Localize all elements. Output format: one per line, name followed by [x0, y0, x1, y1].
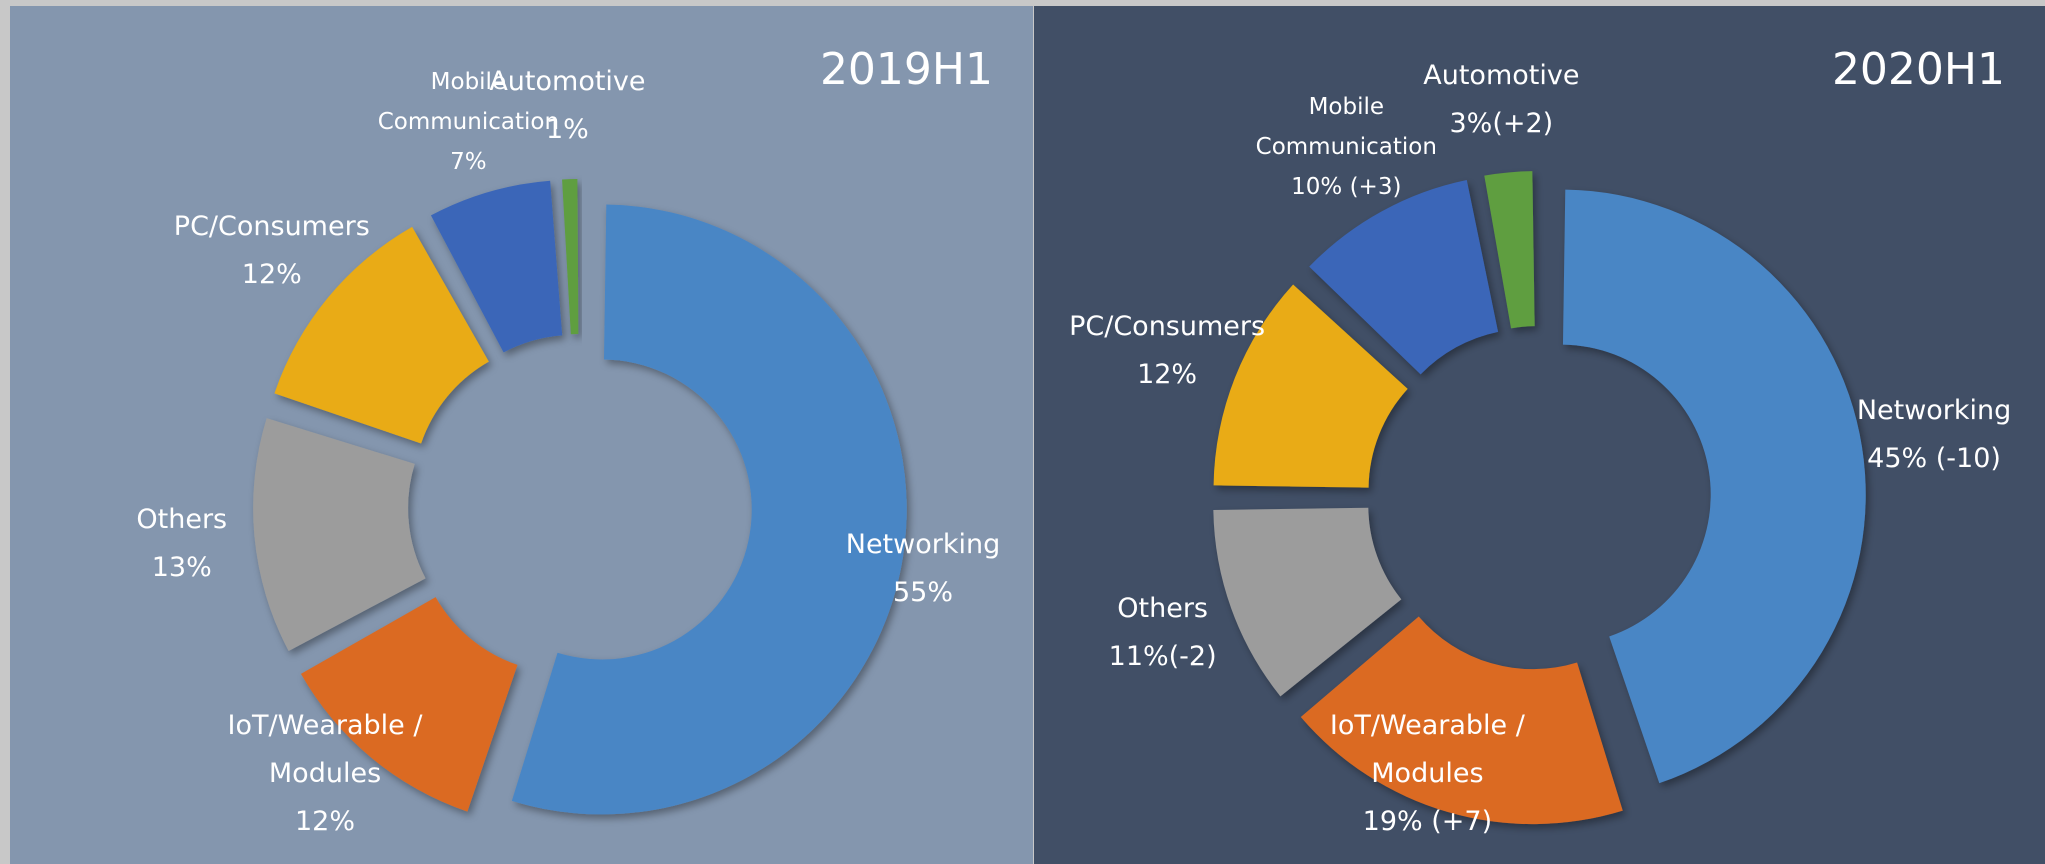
- segment-label: PC/Consumers 12%: [1069, 303, 1265, 399]
- segment-label: Networking 55%: [846, 521, 1001, 617]
- donut-segment: [562, 179, 579, 335]
- segment-label: Automotive 1%: [489, 58, 645, 154]
- category-name: PC/Consumers: [173, 211, 370, 243]
- segment-label: Others 13%: [136, 496, 227, 592]
- segment-label: IoT/Wearable / Modules 19% (+7): [1327, 702, 1527, 846]
- value-label: 11%(-2): [1108, 641, 1217, 673]
- donut-segment: [1562, 189, 1866, 784]
- donut-segment: [1309, 180, 1499, 375]
- donut-segment: [1484, 171, 1535, 329]
- value-label: 19% (+7): [1362, 806, 1493, 837]
- value-label: 1%: [546, 114, 589, 146]
- segment-label: Automotive 3%(+2): [1423, 52, 1579, 148]
- value-label: 7%: [450, 148, 487, 175]
- value-label: 12%: [295, 806, 356, 837]
- segment-label: PC/Consumers 12%: [174, 203, 370, 299]
- category-name: Automotive: [489, 66, 646, 98]
- category-name: Networking: [1856, 395, 2012, 427]
- segment-label: Mobile Communication 7%: [368, 62, 568, 182]
- value-label: 55%: [892, 576, 953, 608]
- donut-segment: [1213, 507, 1402, 697]
- donut-segment: [430, 180, 563, 353]
- donut-segment: [274, 226, 489, 444]
- segment-label: Networking 45% (-10): [1857, 387, 2012, 483]
- chart: [253, 179, 907, 815]
- category-name: IoT/Wearable / Modules: [227, 710, 423, 789]
- donut-segment: [511, 204, 907, 815]
- value-label: 12%: [1137, 358, 1198, 390]
- category-name: Others: [136, 503, 228, 535]
- category-name: IoT/Wearable / Modules: [1329, 710, 1525, 789]
- donut-segment: [1213, 284, 1408, 488]
- category-name: Mobile Communication: [1255, 94, 1437, 161]
- segment-label: IoT/Wearable / Modules 12%: [225, 702, 425, 846]
- panel: 2019H1 Networking 55% IoT/Wearable / Modul…: [10, 6, 1033, 864]
- chart: [1213, 171, 1866, 825]
- category-name: Networking: [845, 528, 1001, 560]
- donut-segment: [300, 597, 518, 812]
- donut-segment: [253, 418, 426, 651]
- value-label: 3%(+2): [1449, 107, 1554, 139]
- donut-segment: [1300, 616, 1623, 825]
- value-label: 12%: [241, 259, 302, 291]
- segment-label: Others 11%(-2): [1109, 585, 1217, 681]
- category-name: Mobile Communication: [377, 68, 560, 135]
- chart-title: 2019H1: [819, 44, 993, 95]
- value-label: 13%: [151, 551, 212, 583]
- chart-title: 2020H1: [1831, 44, 2005, 95]
- category-name: Others: [1117, 593, 1208, 625]
- category-name: Automotive: [1423, 59, 1580, 91]
- segment-label: Mobile Communication 10% (+3): [1246, 87, 1446, 207]
- category-name: PC/Consumers: [1069, 310, 1266, 342]
- value-label: 10% (+3): [1291, 174, 1402, 201]
- panel: 2020H1 Networking 45% (-10) IoT/Wearable /…: [1034, 6, 2045, 864]
- value-label: 45% (-10): [1867, 443, 2001, 475]
